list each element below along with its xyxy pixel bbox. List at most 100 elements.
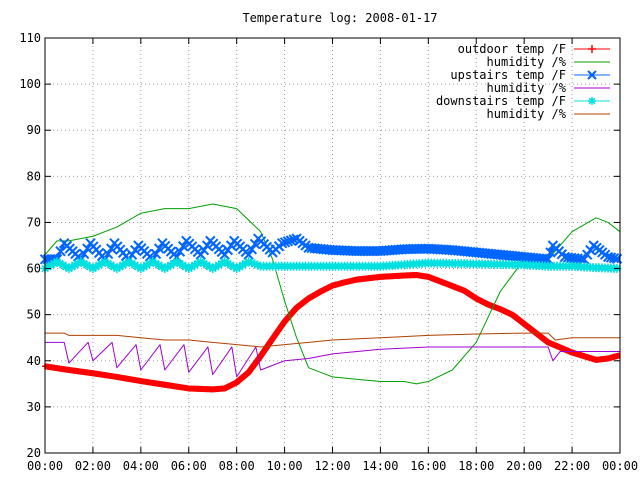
data-point [425, 273, 432, 280]
series-line [45, 332, 620, 348]
data-point [46, 260, 56, 270]
y-tick-label: 80 [27, 169, 41, 183]
data-point [241, 258, 251, 268]
data-point [142, 260, 152, 270]
data-point [443, 280, 450, 287]
data-point [584, 354, 591, 361]
data-point [276, 237, 288, 249]
data-point [452, 284, 459, 291]
data-point [88, 264, 98, 274]
data-point [285, 235, 297, 246]
data-point [157, 262, 167, 272]
data-point [195, 249, 206, 260]
data-point [193, 258, 203, 268]
data-point [605, 355, 612, 362]
data-point [67, 262, 77, 272]
data-point [329, 282, 336, 289]
data-point [198, 244, 210, 256]
data-point [275, 327, 282, 334]
y-tick-label: 100 [19, 77, 41, 91]
data-point [205, 262, 215, 272]
series-3 [39, 233, 623, 265]
data-point [181, 262, 191, 272]
data-point [43, 262, 53, 272]
data-point [121, 258, 131, 268]
y-tick-label: 50 [27, 308, 41, 322]
data-point [178, 260, 188, 270]
x-tick-label: 08:00 [219, 459, 255, 473]
data-point [64, 264, 74, 274]
data-point [199, 258, 209, 268]
data-point [440, 279, 447, 286]
data-point [494, 304, 501, 311]
data-point [169, 258, 179, 268]
y-tick-label: 110 [19, 31, 41, 45]
data-point [177, 241, 189, 252]
data-point [112, 264, 122, 274]
data-point [225, 240, 237, 251]
data-point [569, 349, 576, 356]
data-point [94, 260, 104, 270]
data-point [106, 243, 117, 254]
data-point [139, 262, 149, 272]
data-point [184, 264, 194, 274]
data-point [103, 258, 113, 268]
data-point [154, 260, 164, 270]
data-point [82, 243, 93, 254]
data-point [153, 243, 165, 254]
data-point [118, 260, 128, 270]
data-point [151, 258, 161, 268]
legend-label: downstairs temp /F [436, 94, 566, 108]
data-point [115, 262, 125, 272]
data-point [187, 262, 197, 272]
data-point [211, 262, 221, 272]
legend-label: humidity /% [487, 107, 567, 121]
data-point [175, 258, 185, 268]
data-point [458, 286, 465, 293]
data-point [133, 262, 143, 272]
data-point [219, 249, 230, 260]
data-point [254, 357, 261, 364]
data-point [581, 353, 588, 360]
data-point [217, 258, 227, 268]
data-point [166, 260, 176, 270]
x-tick-label: 04:00 [123, 459, 159, 473]
legend-label: humidity /% [487, 81, 567, 95]
data-point [431, 276, 438, 283]
data-point [249, 238, 261, 250]
data-point [608, 252, 620, 264]
data-point [588, 45, 596, 53]
data-point [102, 248, 114, 260]
data-point [214, 260, 224, 270]
data-point [100, 257, 110, 267]
data-point [614, 353, 621, 360]
data-point [246, 244, 258, 255]
x-tick-label: 12:00 [314, 459, 350, 473]
x-tick-label: 18:00 [458, 459, 494, 473]
x-tick-label: 22:00 [554, 459, 590, 473]
chart-title: Temperature log: 2008-01-17 [242, 11, 437, 25]
data-point [335, 281, 342, 288]
data-point [52, 257, 62, 267]
data-point [208, 264, 218, 274]
data-point [575, 253, 587, 265]
series-group [39, 203, 623, 393]
data-point [266, 340, 273, 347]
y-tick-label: 20 [27, 446, 41, 460]
data-point [587, 70, 597, 80]
data-point [281, 318, 288, 325]
axes: 00:00 02:00 04:00 06:00 08:00 10:00 12:00 14:00… [19, 31, 638, 473]
data-point [223, 258, 233, 268]
data-point [578, 352, 585, 359]
data-point [148, 257, 158, 267]
data-point [250, 259, 260, 269]
data-point [202, 260, 212, 270]
data-point [85, 262, 95, 272]
data-point [220, 257, 230, 267]
data-point [226, 260, 236, 270]
data-point [437, 278, 444, 285]
data-point [235, 262, 245, 272]
data-point [257, 353, 264, 360]
data-point [332, 281, 339, 288]
